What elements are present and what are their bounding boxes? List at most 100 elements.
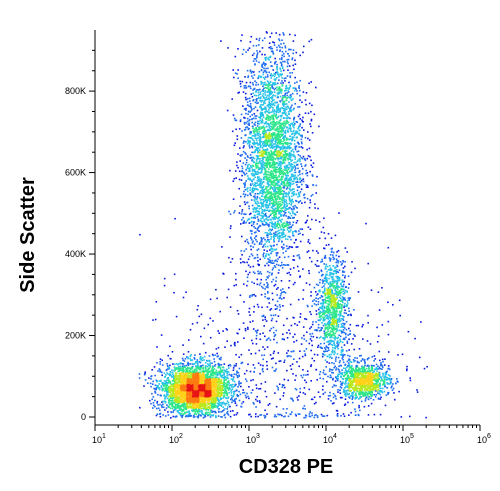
event-dot	[327, 375, 329, 378]
event-dot	[257, 176, 259, 178]
event-dot	[286, 61, 289, 63]
event-dot	[282, 130, 285, 132]
event-dot	[282, 228, 285, 231]
event-dot	[246, 276, 249, 279]
event-dot	[381, 365, 384, 367]
event-dot	[293, 188, 295, 190]
event-dot	[258, 70, 261, 73]
event-dot	[179, 413, 182, 416]
event-dot	[274, 187, 276, 190]
event-dot	[294, 323, 296, 325]
event-dot	[274, 148, 276, 151]
event-dot	[253, 173, 255, 176]
event-dot	[264, 199, 267, 202]
event-dot	[270, 262, 272, 264]
event-dot	[157, 407, 160, 410]
event-dot	[384, 404, 387, 407]
event-dot	[280, 61, 282, 64]
event-dot	[283, 205, 286, 207]
event-dot	[308, 147, 311, 150]
event-dot	[284, 136, 287, 138]
event-dot	[269, 256, 271, 259]
event-dot	[259, 106, 261, 108]
event-dot	[269, 125, 272, 128]
event-dot	[284, 110, 286, 112]
event-dot	[335, 330, 338, 333]
event-dot	[274, 392, 276, 394]
event-dot	[242, 401, 245, 403]
event-dot	[273, 73, 276, 75]
event-dot	[296, 324, 299, 326]
event-dot	[169, 380, 171, 383]
event-dot	[374, 390, 377, 392]
event-dot	[332, 285, 334, 287]
event-dot	[327, 324, 330, 327]
event-dot	[290, 225, 293, 228]
event-dot	[318, 221, 321, 223]
event-dot	[254, 295, 257, 297]
event-dot	[245, 396, 248, 399]
event-dot	[170, 371, 172, 374]
event-dot	[349, 333, 352, 335]
event-dot	[236, 332, 238, 334]
event-dot	[309, 257, 311, 259]
event-dot	[341, 382, 344, 384]
event-dot	[262, 319, 264, 321]
event-dot	[306, 370, 309, 372]
event-dot	[274, 266, 277, 268]
event-dot	[250, 230, 253, 233]
event-dot	[266, 84, 269, 87]
event-dot	[295, 231, 297, 233]
event-dot	[242, 162, 245, 164]
event-dot	[297, 201, 300, 204]
event-dot	[339, 392, 342, 394]
event-dot	[306, 197, 309, 200]
event-dot	[147, 382, 149, 384]
event-dot	[356, 390, 359, 393]
event-dot	[155, 379, 158, 382]
event-dot	[289, 223, 291, 225]
event-dot	[305, 340, 308, 342]
event-dot	[268, 119, 271, 121]
event-dot	[258, 284, 261, 286]
event-dot	[334, 394, 336, 397]
event-dot	[246, 98, 249, 100]
event-dot	[349, 355, 351, 358]
event-dot	[281, 218, 283, 221]
event-dot	[269, 87, 272, 89]
event-dot	[219, 397, 222, 400]
event-dot	[256, 109, 259, 112]
event-dot	[255, 81, 258, 84]
event-dot	[264, 97, 266, 99]
event-dot	[231, 98, 233, 100]
event-dot	[377, 291, 380, 293]
event-dot	[246, 159, 248, 161]
event-dot	[340, 285, 343, 288]
event-dot	[264, 90, 266, 92]
event-dot	[161, 406, 163, 409]
event-dot	[353, 348, 355, 351]
event-dot	[223, 374, 225, 376]
event-dot	[241, 80, 244, 83]
event-dot	[241, 209, 244, 211]
event-dot	[364, 364, 366, 367]
event-dot	[266, 94, 269, 97]
event-dot	[366, 340, 369, 342]
event-dot	[264, 144, 267, 146]
event-dot	[278, 33, 281, 36]
event-dot	[209, 364, 211, 366]
event-dot	[249, 133, 251, 135]
event-dot	[217, 405, 219, 408]
event-dot	[284, 159, 287, 162]
event-dot	[158, 388, 161, 391]
event-dot	[280, 64, 283, 67]
event-dot	[383, 390, 386, 393]
event-dot	[261, 202, 263, 204]
event-dot	[337, 356, 340, 359]
event-dot	[398, 390, 400, 393]
event-dot	[261, 215, 264, 217]
event-dot	[277, 103, 280, 106]
event-dot	[157, 370, 159, 372]
event-dot	[284, 122, 286, 125]
event-dot	[329, 343, 331, 345]
